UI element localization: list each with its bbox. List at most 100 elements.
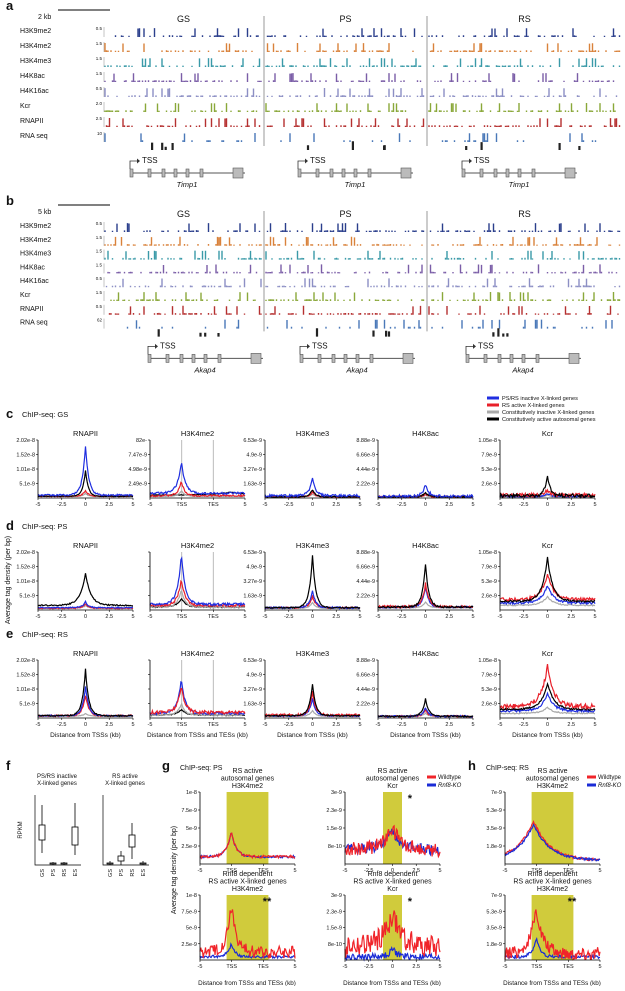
profile-curve	[499, 475, 596, 500]
profile-curve	[37, 668, 134, 718]
plot-title: H3K4me3	[296, 429, 329, 438]
panel-label: c	[6, 406, 13, 421]
track-name: H3K4me3	[20, 58, 51, 65]
profile-curve	[37, 599, 134, 610]
profile-curve	[264, 684, 361, 717]
x-tick-label: -5	[376, 614, 381, 620]
y-tick-label: 3.27e-9	[243, 579, 262, 585]
tss-arrow	[129, 160, 137, 169]
category-label: ES	[73, 869, 79, 877]
plot-title: RS active	[538, 768, 568, 775]
track-signal	[104, 133, 256, 142]
y-tick-label: 1.01e-8	[16, 579, 35, 585]
plot-title: H3K4me2	[537, 886, 568, 893]
plot-title: RS active	[233, 768, 263, 775]
x-tick-label: -5	[498, 614, 503, 620]
y-tick-label: 7.5e-9	[181, 909, 197, 915]
x-axis-label: Distance from TSSs and TESs (kb)	[503, 980, 601, 986]
x-tick-label: TES	[208, 502, 219, 508]
track-signal	[265, 305, 422, 315]
exon	[369, 354, 374, 363]
exon	[483, 354, 488, 363]
x-tick-label: 5	[593, 614, 596, 620]
track-signal	[266, 28, 423, 37]
track-scale: 62	[97, 318, 103, 323]
track-signal	[114, 28, 259, 37]
significance: **	[263, 896, 272, 908]
x-tick-label: -5	[148, 614, 153, 620]
profile-curve	[149, 579, 246, 608]
axes	[34, 795, 81, 866]
y-tick-label: 2.3e-9	[326, 808, 342, 814]
plot-title: H4K8ac	[412, 649, 439, 658]
track-signal	[104, 73, 262, 82]
y-tick-label: 1.05e-8	[478, 658, 497, 664]
y-tick-label: 1.52e-8	[16, 453, 35, 459]
track-scale: 0.5	[96, 221, 103, 226]
track-scale: 2.5	[96, 116, 103, 121]
y-tick-label: 8e-10	[328, 844, 342, 850]
plot-title: Kcr	[542, 649, 554, 658]
y-tick-label: 5e-9	[186, 926, 197, 932]
track-name: H3K9me2	[20, 223, 51, 230]
profile-curve	[149, 702, 245, 717]
track-signal	[104, 103, 258, 112]
plot-title: H3K4me2	[232, 783, 263, 790]
legend-entry: Constitutively active autosomal genes	[502, 417, 596, 423]
track-signal	[265, 103, 407, 112]
plot-title: RS active X-linked genes	[513, 879, 592, 886]
rna-seq-black	[315, 328, 391, 337]
exon	[203, 354, 208, 363]
y-tick-label: 1e-8	[186, 790, 197, 796]
box	[49, 862, 57, 865]
x-tick-label: 2.5	[445, 722, 453, 728]
x-tick-label: 0	[84, 722, 87, 728]
x-tick-label: 2.5	[105, 614, 113, 620]
profile-curve	[264, 691, 361, 718]
plot-title: RNAPII	[73, 429, 98, 438]
track-scale: 1.5	[96, 262, 103, 267]
track-signal	[104, 58, 261, 67]
exon	[217, 354, 222, 363]
legend-entry: PS/RS inactive X-linked genes	[502, 396, 578, 402]
group-title: PS/RS inactive	[37, 774, 78, 780]
exon	[568, 353, 580, 364]
track-signal	[104, 250, 262, 260]
track-signal	[107, 264, 258, 274]
x-tick-label: -5	[498, 722, 503, 728]
profile-curve	[264, 477, 361, 499]
track-signal	[108, 305, 262, 315]
y-tick-label: 3.5e-9	[486, 926, 502, 932]
plot-title: Kcr	[387, 783, 398, 790]
exon	[129, 168, 134, 178]
exon	[497, 354, 502, 363]
track-signal	[431, 292, 621, 301]
panel-title: ChIP-seq: RS	[486, 765, 529, 772]
track-signal	[429, 88, 618, 97]
track-signal	[268, 73, 422, 82]
exon	[505, 168, 510, 178]
x-tick-label: -2.5	[364, 964, 373, 970]
box	[38, 824, 46, 841]
exon	[400, 167, 412, 179]
axes	[149, 440, 245, 499]
column-header: PS	[339, 14, 351, 24]
y-tick-label: 4.9e-9	[246, 673, 262, 679]
legend-entry: Constitutively inactive X-linked genes	[502, 410, 595, 416]
track-signal	[428, 28, 621, 37]
profile-curve	[264, 590, 361, 610]
exon	[147, 168, 152, 178]
axes	[149, 552, 245, 611]
track-signal	[265, 292, 425, 301]
x-tick-label: 2.5	[567, 614, 575, 620]
highlight	[531, 792, 574, 864]
exon	[185, 168, 190, 178]
profile-curve	[377, 586, 473, 610]
exon	[297, 168, 302, 178]
y-tick-label: 2.5e-9	[181, 844, 197, 850]
track-signal	[431, 319, 613, 329]
x-tick-label: -5	[376, 502, 381, 508]
track-signal	[428, 305, 619, 315]
x-tick-label: 5	[598, 964, 601, 970]
y-tick-label: 6.53e-9	[243, 550, 262, 556]
